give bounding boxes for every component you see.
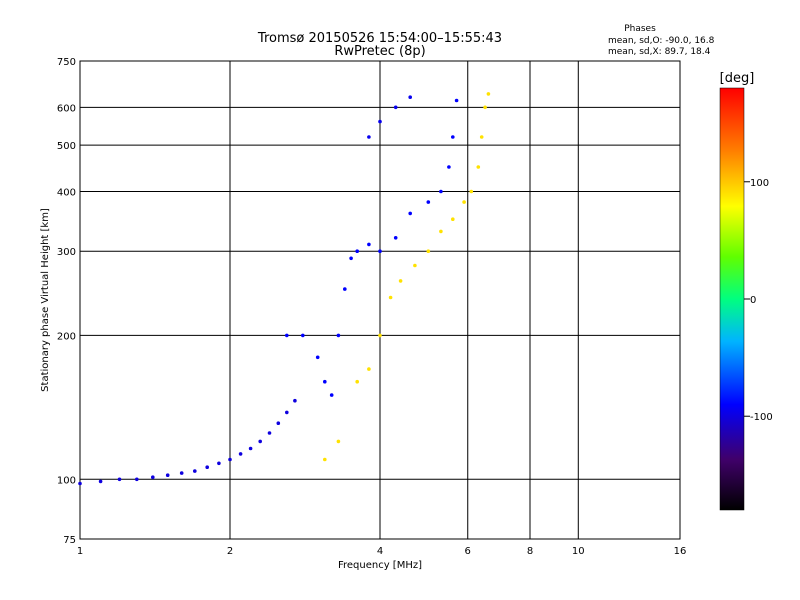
echo-point [228, 457, 232, 462]
colorbar [719, 87, 745, 511]
chart-subtitle: RwPretec (8p) [334, 44, 425, 59]
echo-point [378, 249, 382, 253]
echo-point [378, 119, 382, 124]
x-axis-label: Frequency [MHz] [338, 560, 422, 571]
x-tick-label: 16 [674, 546, 687, 557]
stats-line-x: mean, sd,X: 89.7, 18.4 [608, 47, 711, 57]
echo-point [151, 475, 155, 480]
echo-point [276, 421, 281, 426]
echo-point [336, 439, 341, 444]
echo-point [205, 465, 209, 470]
echo-point [439, 189, 443, 194]
colorbar-tick-label: -100 [750, 412, 773, 423]
echo-point [285, 333, 289, 338]
chart-title: Tromsø 20150526 15:54:00–15:55:43 [257, 31, 502, 46]
echo-point [323, 379, 327, 384]
echo-point [378, 333, 382, 338]
echo-point [179, 471, 184, 475]
echo-point [447, 165, 451, 169]
echo-point [462, 200, 466, 204]
x-tick-label: 1 [77, 546, 83, 557]
echo-point [393, 105, 398, 110]
y-tick-label: 75 [63, 535, 76, 546]
stats-heading: Phases [624, 24, 656, 34]
grid-lines [80, 61, 680, 539]
echo-point [454, 98, 459, 103]
x-tick-label: 6 [465, 546, 471, 557]
x-axis: 1 2 4 6 8 10 16 [77, 546, 687, 557]
echo-point [117, 477, 122, 482]
colorbar-tick-label: 100 [750, 178, 769, 189]
colorbar-label: [deg] [720, 71, 755, 86]
echo-point [393, 236, 398, 240]
echo-point [238, 452, 243, 456]
colorbar-tick-label: 0 [750, 295, 756, 306]
echo-point [135, 477, 139, 482]
echo-point [483, 105, 487, 110]
echo-point [367, 367, 371, 371]
echo-point [315, 355, 320, 360]
x-tick-label: 2 [227, 546, 233, 557]
y-tick-label: 500 [57, 141, 76, 152]
echo-points [78, 92, 491, 486]
echo-point [408, 211, 413, 216]
echo-point [469, 189, 474, 194]
echo-point [451, 135, 455, 139]
echo-point [193, 469, 197, 473]
y-axis-label: Stationary phase Virtual Height [km] [40, 208, 51, 392]
echo-point [486, 92, 491, 96]
echo-point [267, 431, 272, 435]
echo-point [426, 249, 431, 253]
echo-point [301, 333, 305, 338]
echo-point [349, 256, 353, 261]
echo-point [439, 229, 443, 234]
echo-point [479, 135, 484, 139]
colorbar-ticks: 100 0 -100 [744, 178, 773, 423]
y-tick-label: 750 [57, 57, 76, 68]
y-tick-label: 200 [57, 331, 76, 342]
y-axis: 75 100 200 300 400 500 600 750 [57, 57, 76, 546]
echo-point [285, 410, 289, 415]
echo-point [336, 333, 341, 338]
stats-line-o: mean, sd,O: -90.0, 16.8 [608, 36, 715, 46]
echo-point [388, 295, 393, 300]
echo-point [98, 479, 103, 484]
echo-point [165, 473, 170, 478]
echo-point [426, 200, 431, 204]
echo-point [476, 165, 481, 169]
echo-point [451, 217, 455, 221]
echo-point [258, 439, 263, 444]
echo-point [329, 393, 334, 397]
echo-point [323, 457, 327, 462]
x-tick-label: 10 [572, 546, 585, 557]
echo-point [248, 446, 253, 451]
y-tick-label: 600 [57, 103, 76, 114]
echo-point [217, 461, 221, 466]
echo-point [367, 242, 371, 247]
echo-point [355, 249, 360, 253]
echo-point [355, 379, 360, 384]
y-tick-label: 100 [57, 475, 76, 486]
y-tick-label: 400 [57, 187, 76, 198]
echo-point [293, 398, 297, 403]
echo-point [398, 279, 403, 283]
echo-point [343, 287, 347, 291]
y-tick-label: 300 [57, 247, 76, 258]
x-tick-label: 8 [527, 546, 533, 557]
echo-point [408, 95, 413, 99]
x-tick-label: 4 [377, 546, 383, 557]
echo-point [413, 263, 417, 268]
echo-point [78, 481, 82, 486]
echo-point [367, 135, 371, 139]
